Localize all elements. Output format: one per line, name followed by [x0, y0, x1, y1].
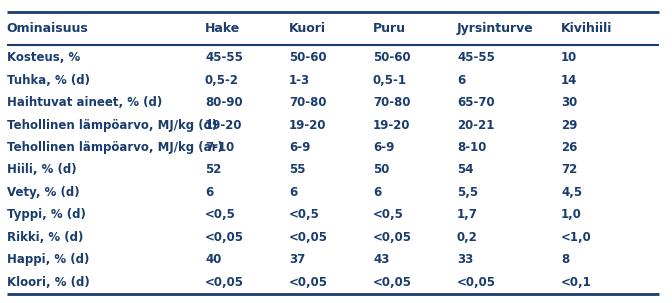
- Text: 7-10: 7-10: [205, 141, 235, 154]
- Text: Vety, % (d): Vety, % (d): [7, 186, 79, 199]
- Text: Ominaisuus: Ominaisuus: [7, 22, 89, 35]
- Text: <0,05: <0,05: [373, 231, 412, 244]
- Text: 6: 6: [289, 186, 297, 199]
- Text: 6-9: 6-9: [373, 141, 394, 154]
- Text: Jyrsinturve: Jyrsinturve: [457, 22, 534, 35]
- Text: 8-10: 8-10: [457, 141, 487, 154]
- Text: 50-60: 50-60: [289, 51, 327, 64]
- Text: 6-9: 6-9: [289, 141, 310, 154]
- Text: 50: 50: [373, 163, 389, 176]
- Text: Tuhka, % (d): Tuhka, % (d): [7, 74, 90, 87]
- Text: 52: 52: [205, 163, 221, 176]
- Text: 6: 6: [457, 74, 465, 87]
- Text: <0,05: <0,05: [205, 231, 244, 244]
- Text: 14: 14: [561, 74, 577, 87]
- Text: Tehollinen lämpöarvo, MJ/kg (d): Tehollinen lämpöarvo, MJ/kg (d): [7, 118, 217, 132]
- Text: Hake: Hake: [205, 22, 240, 35]
- Text: 33: 33: [457, 253, 473, 266]
- Text: Puru: Puru: [373, 22, 406, 35]
- Text: 0,5-1: 0,5-1: [373, 74, 407, 87]
- Text: <0,05: <0,05: [205, 275, 244, 288]
- Text: 80-90: 80-90: [205, 96, 243, 109]
- Text: 1-3: 1-3: [289, 74, 310, 87]
- Text: 20-21: 20-21: [457, 118, 495, 132]
- Text: <0,05: <0,05: [289, 275, 328, 288]
- Text: 70-80: 70-80: [373, 96, 411, 109]
- Text: <0,5: <0,5: [373, 208, 404, 221]
- Text: <0,05: <0,05: [457, 275, 496, 288]
- Text: 19-20: 19-20: [205, 118, 243, 132]
- Text: 43: 43: [373, 253, 389, 266]
- Text: 37: 37: [289, 253, 305, 266]
- Text: 29: 29: [561, 118, 577, 132]
- Text: 65-70: 65-70: [457, 96, 495, 109]
- Text: 4,5: 4,5: [561, 186, 582, 199]
- Text: Kloori, % (d): Kloori, % (d): [7, 275, 89, 288]
- Text: 6: 6: [205, 186, 213, 199]
- Text: Rikki, % (d): Rikki, % (d): [7, 231, 83, 244]
- Text: 45-55: 45-55: [457, 51, 495, 64]
- Text: 19-20: 19-20: [373, 118, 411, 132]
- Text: Kivihiili: Kivihiili: [561, 22, 612, 35]
- Text: 45-55: 45-55: [205, 51, 243, 64]
- Text: <0,05: <0,05: [373, 275, 412, 288]
- Text: Happi, % (d): Happi, % (d): [7, 253, 89, 266]
- Text: Tehollinen lämpöarvo, MJ/kg (ar): Tehollinen lämpöarvo, MJ/kg (ar): [7, 141, 222, 154]
- Text: 26: 26: [561, 141, 577, 154]
- Text: <0,05: <0,05: [289, 231, 328, 244]
- Text: 40: 40: [205, 253, 221, 266]
- Text: 5,5: 5,5: [457, 186, 478, 199]
- Text: 0,5-2: 0,5-2: [205, 74, 239, 87]
- Text: 30: 30: [561, 96, 577, 109]
- Text: Kosteus, %: Kosteus, %: [7, 51, 80, 64]
- Text: 8: 8: [561, 253, 569, 266]
- Text: 6: 6: [373, 186, 381, 199]
- Text: 0,2: 0,2: [457, 231, 478, 244]
- Text: Haihtuvat aineet, % (d): Haihtuvat aineet, % (d): [7, 96, 162, 109]
- Text: 1,7: 1,7: [457, 208, 478, 221]
- Text: Typpi, % (d): Typpi, % (d): [7, 208, 85, 221]
- Text: <0,5: <0,5: [289, 208, 320, 221]
- Text: Kuori: Kuori: [289, 22, 326, 35]
- Text: <0,1: <0,1: [561, 275, 592, 288]
- Text: <1,0: <1,0: [561, 231, 592, 244]
- Text: 19-20: 19-20: [289, 118, 327, 132]
- Text: Hiili, % (d): Hiili, % (d): [7, 163, 77, 176]
- Text: 70-80: 70-80: [289, 96, 327, 109]
- Text: 55: 55: [289, 163, 306, 176]
- Text: 72: 72: [561, 163, 577, 176]
- Text: 1,0: 1,0: [561, 208, 582, 221]
- Text: 50-60: 50-60: [373, 51, 411, 64]
- Text: 54: 54: [457, 163, 474, 176]
- Text: <0,5: <0,5: [205, 208, 236, 221]
- Text: 10: 10: [561, 51, 577, 64]
